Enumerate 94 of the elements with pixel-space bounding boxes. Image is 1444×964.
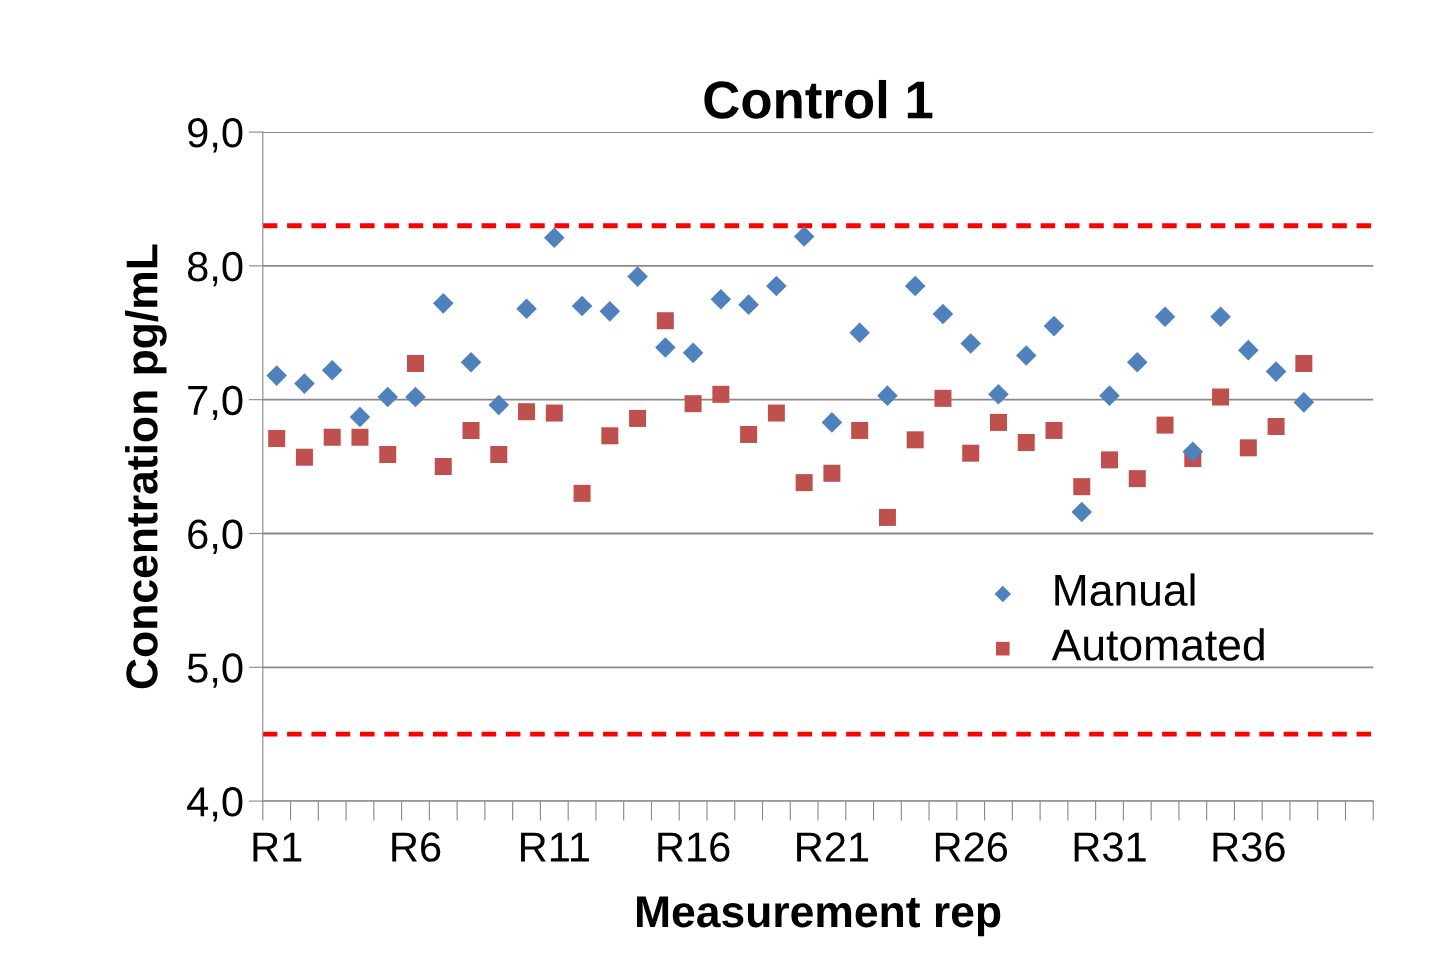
x-tick-label: R1 xyxy=(253,832,302,862)
point xyxy=(821,412,843,433)
point xyxy=(1267,417,1285,435)
point xyxy=(323,428,341,446)
point xyxy=(377,386,399,408)
point xyxy=(294,373,315,394)
point xyxy=(1212,388,1230,406)
point xyxy=(906,431,924,449)
point xyxy=(1154,306,1176,328)
point xyxy=(656,312,674,330)
point xyxy=(1099,385,1120,406)
point xyxy=(432,293,454,314)
point xyxy=(379,446,397,464)
y-tick-label: 6,0 xyxy=(188,519,243,554)
point xyxy=(877,385,898,406)
point xyxy=(601,427,619,445)
point xyxy=(1293,392,1315,413)
point xyxy=(740,425,758,443)
point xyxy=(795,474,813,492)
point xyxy=(544,227,565,249)
x-tick-label: R16 xyxy=(658,832,730,862)
point xyxy=(518,403,536,421)
point xyxy=(406,355,424,373)
y-tick-label: 9,0 xyxy=(188,118,243,153)
point xyxy=(710,289,732,310)
point xyxy=(490,446,508,464)
point xyxy=(1128,470,1146,488)
point xyxy=(851,421,869,439)
point xyxy=(823,464,841,482)
point xyxy=(738,294,759,315)
point xyxy=(1071,501,1093,523)
point xyxy=(349,406,371,428)
point xyxy=(932,303,954,325)
legend-label: Automated xyxy=(1051,628,1264,661)
point xyxy=(878,508,896,526)
point xyxy=(321,359,343,381)
point xyxy=(516,298,537,319)
point xyxy=(351,428,369,446)
point xyxy=(1043,315,1065,337)
x-tick-label: R21 xyxy=(797,832,869,862)
point xyxy=(545,404,563,422)
point xyxy=(793,226,815,247)
point xyxy=(1239,439,1257,457)
point xyxy=(1101,451,1119,469)
point xyxy=(1045,421,1063,439)
x-tick-label: R36 xyxy=(1213,832,1285,862)
point xyxy=(434,458,452,476)
point xyxy=(1295,355,1313,373)
point xyxy=(1126,351,1148,373)
y-tick-label: 5,0 xyxy=(187,653,243,688)
point xyxy=(571,295,593,317)
point xyxy=(960,333,982,354)
point xyxy=(1182,441,1204,463)
point xyxy=(767,404,785,422)
point xyxy=(1210,306,1231,328)
point xyxy=(1015,345,1037,366)
point xyxy=(573,484,591,502)
point xyxy=(1238,339,1259,361)
point xyxy=(295,448,313,466)
chart-title: Control 1 xyxy=(704,79,933,119)
point xyxy=(462,421,480,439)
y-axis-title: Concentration pg/mL xyxy=(125,244,167,689)
point xyxy=(599,301,621,322)
point xyxy=(989,413,1007,431)
x-tick-label: R11 xyxy=(521,832,589,862)
x-tick-label: R31 xyxy=(1074,832,1146,862)
y-tick-label: 7,0 xyxy=(188,385,243,421)
point xyxy=(904,275,926,297)
point xyxy=(1265,361,1287,382)
x-tick-label: R6 xyxy=(392,832,441,862)
point xyxy=(266,365,287,386)
point xyxy=(268,429,286,447)
point xyxy=(460,351,482,373)
point xyxy=(962,444,980,462)
point xyxy=(849,322,870,344)
point xyxy=(1156,416,1174,434)
point xyxy=(684,395,702,413)
x-tick-label: R26 xyxy=(935,832,1008,862)
point xyxy=(682,342,704,364)
point xyxy=(1017,433,1035,451)
point xyxy=(934,389,952,407)
point xyxy=(1073,478,1091,496)
point xyxy=(766,275,787,297)
x-axis-title: Measurement rep xyxy=(636,896,1001,937)
point xyxy=(712,385,730,403)
point xyxy=(488,394,510,416)
y-tick-label: 8,0 xyxy=(187,251,243,287)
point xyxy=(988,384,1009,405)
point xyxy=(655,337,676,358)
point xyxy=(405,386,426,408)
legend-label: Manual xyxy=(1055,573,1195,607)
point xyxy=(629,409,647,427)
point xyxy=(627,266,648,287)
y-tick-label: 4,0 xyxy=(187,787,243,822)
